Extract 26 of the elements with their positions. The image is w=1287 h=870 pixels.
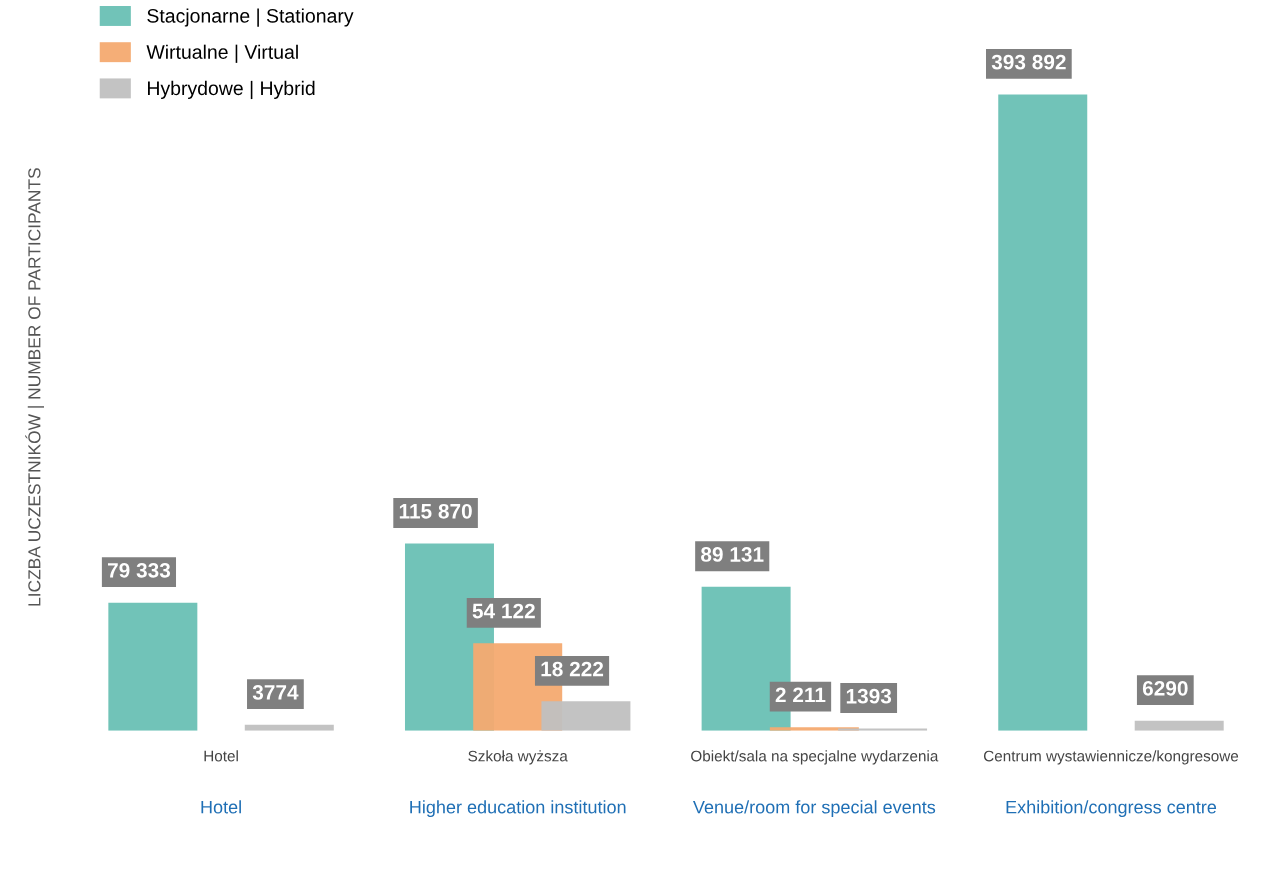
x-tick-label: Centrum wystawiennicze/kongresowe	[983, 750, 1239, 765]
data-label: 18 222	[541, 661, 604, 677]
data-label: 1393	[846, 688, 892, 704]
text: Higher education institution	[410, 800, 626, 818]
data-label: 79 333	[107, 562, 171, 578]
x-tick-label: Obiekt/sala na specjalne wydarzenia	[691, 750, 939, 765]
legend-label: Hybrydowe | Hybrid	[148, 80, 315, 100]
text: Hotel	[201, 800, 241, 814]
bar	[108, 602, 198, 731]
bar	[541, 701, 631, 731]
bar	[701, 586, 791, 731]
legend-label: Stacjonarne | Stationary	[147, 8, 354, 27]
y-axis-title: LICZBA UCZESTNIKÓW | NUMBER OF PARTICIPANTS	[25, 168, 45, 606]
x-tick-label: Szkoła wyższa	[468, 750, 568, 765]
text: Exhibition/congress centre	[1006, 800, 1217, 818]
data-label: 54 122	[472, 603, 535, 619]
data-label: 2 211	[775, 687, 826, 703]
text: Venue/room for special events	[692, 800, 936, 818]
data-label: 115 870	[399, 503, 472, 519]
data-label: 6290	[1142, 680, 1188, 696]
data-label: 3774	[252, 684, 299, 700]
legend-label: Wirtualne | Virtual	[146, 44, 298, 63]
data-label: 393 892	[991, 54, 1066, 70]
data-label: 89 131	[701, 547, 764, 562]
bar	[998, 94, 1088, 731]
x-tick-label: Hotel	[204, 750, 238, 762]
